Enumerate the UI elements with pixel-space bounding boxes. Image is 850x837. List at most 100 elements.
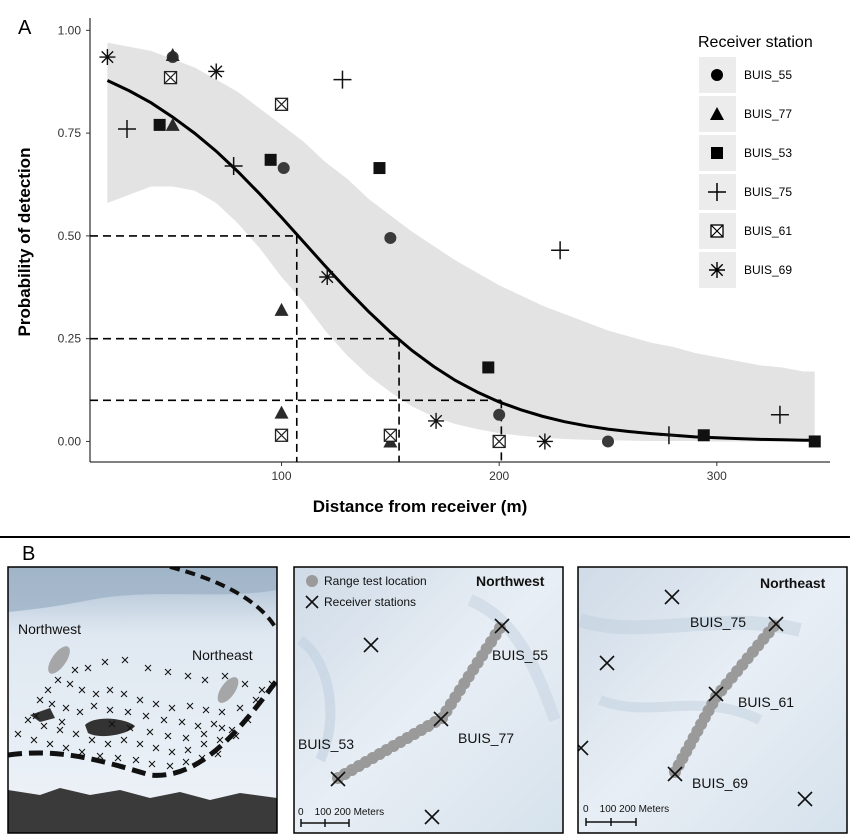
overview-receiver: [96, 752, 104, 760]
overview-receiver: [148, 760, 156, 768]
point-buis_69-4: [536, 433, 553, 450]
point-buis_77-0: [165, 48, 180, 61]
boundary-south: [8, 678, 277, 778]
overview-map: Northwest Northeast: [7, 566, 278, 834]
overview-receiver: [164, 668, 172, 676]
point-buis_61-2: [274, 428, 289, 442]
overview-receiver: [32, 712, 40, 720]
receiver-station: [667, 766, 683, 782]
receiver-station: [433, 711, 449, 727]
overview-receiver: [120, 690, 128, 698]
overview-receiver: [106, 706, 114, 714]
overview-receiver: [120, 736, 128, 744]
receiver-station: [363, 637, 379, 653]
overview-receiver: [24, 716, 32, 724]
legend-item-buis_53: BUIS_53: [699, 135, 792, 171]
range-test-location: [669, 766, 681, 778]
overview-receiver: [258, 686, 266, 694]
legend-range-dot: [306, 575, 318, 587]
y-tick-label: 0.25: [58, 332, 82, 346]
x-tick-label: 100: [272, 469, 292, 483]
overview-receiver: [62, 744, 70, 752]
overview-receiver: [168, 704, 176, 712]
overview-receiver: [182, 734, 190, 742]
label-buis53: BUIS_53: [298, 736, 354, 752]
overview-receiver: [136, 740, 144, 748]
overview-receivers: [14, 656, 276, 770]
point-buis_69-2: [319, 269, 336, 285]
overview-receiver: [184, 746, 192, 754]
point-buis_55-1: [277, 162, 290, 175]
northeast-title: Northeast: [760, 575, 826, 591]
y-tick-label: 0.50: [58, 229, 82, 243]
point-buis_53-2: [373, 162, 386, 175]
overview-receiver: [218, 724, 226, 732]
ne-scale-bar: [585, 818, 637, 826]
point-buis_75-2: [333, 70, 352, 89]
overview-receiver: [198, 754, 206, 762]
x-tick-label: 200: [489, 469, 509, 483]
overview-receiver: [124, 708, 132, 716]
label-buis55: BUIS_55: [492, 647, 548, 663]
nw-scale-bar: [300, 819, 350, 827]
northwest-receivers: [330, 618, 510, 825]
legend-range-text: Range test location: [324, 574, 427, 588]
y-tick-label: 0.75: [58, 126, 82, 140]
nw-scale-text: 0 100 200 Meters: [298, 807, 384, 818]
point-buis_77-2: [274, 302, 289, 316]
overview-receiver: [252, 696, 260, 704]
overview-receiver: [164, 732, 172, 740]
panel-a-label: A: [18, 17, 32, 39]
point-buis_61-0: [163, 70, 178, 85]
overview-receiver: [101, 658, 109, 666]
overview-receiver: [44, 686, 52, 694]
point-buis_53-5: [808, 435, 821, 448]
overview-receiver: [268, 680, 276, 688]
overview-receiver: [182, 758, 190, 766]
northeast-receivers: [578, 589, 813, 807]
overview-receiver: [216, 736, 224, 744]
receiver-station: [768, 616, 784, 632]
receiver-station: [664, 589, 680, 605]
overview-receiver: [184, 672, 192, 680]
overview-receiver: [56, 726, 64, 734]
legend-marker-buis_55: [711, 69, 723, 81]
confidence-band: [107, 42, 815, 442]
point-buis_55-3: [493, 408, 506, 421]
overview-receiver: [40, 722, 48, 730]
overview-receiver: [186, 702, 194, 710]
overview-receiver: [152, 744, 160, 752]
overview-receiver: [232, 732, 240, 740]
legend-marker-buis_77: [710, 107, 724, 120]
overview-receiver: [244, 716, 252, 724]
point-buis_53-4: [697, 429, 710, 442]
receiver-station: [330, 771, 346, 787]
overview-receiver: [228, 726, 236, 734]
reference-lines: [90, 235, 503, 462]
receiver-station: [424, 809, 440, 825]
point-buis_53-3: [482, 361, 495, 374]
overview-receiver: [72, 730, 80, 738]
overview-receiver: [241, 680, 249, 688]
point-buis_75-5: [770, 405, 789, 424]
overview-receiver: [104, 740, 112, 748]
legend-item-buis_61: BUIS_61: [699, 213, 792, 249]
receiver-station: [578, 740, 589, 756]
northeast-map: Northeast BUIS_75 BUIS_61 BUIS_69 0 100 …: [577, 566, 848, 834]
x-tick-label: 300: [707, 469, 727, 483]
overview-receiver: [178, 718, 186, 726]
overview-receiver: [121, 656, 129, 664]
ne-scale-text: 0 100 200 Meters: [583, 804, 669, 815]
overview-receiver: [54, 676, 62, 684]
point-buis_77-1: [165, 117, 180, 131]
overview-receiver: [136, 696, 144, 704]
legend-marker-buis_69: [709, 262, 725, 278]
overview-receiver: [201, 676, 209, 684]
point-buis_69-1: [208, 63, 225, 80]
receiver-station: [797, 791, 813, 807]
y-tick-label: 0.00: [58, 434, 82, 448]
label-buis61: BUIS_61: [738, 694, 794, 710]
land-islet: [30, 708, 55, 722]
northwest-title: Northwest: [476, 573, 545, 589]
legend-label: BUIS_69: [744, 263, 792, 277]
